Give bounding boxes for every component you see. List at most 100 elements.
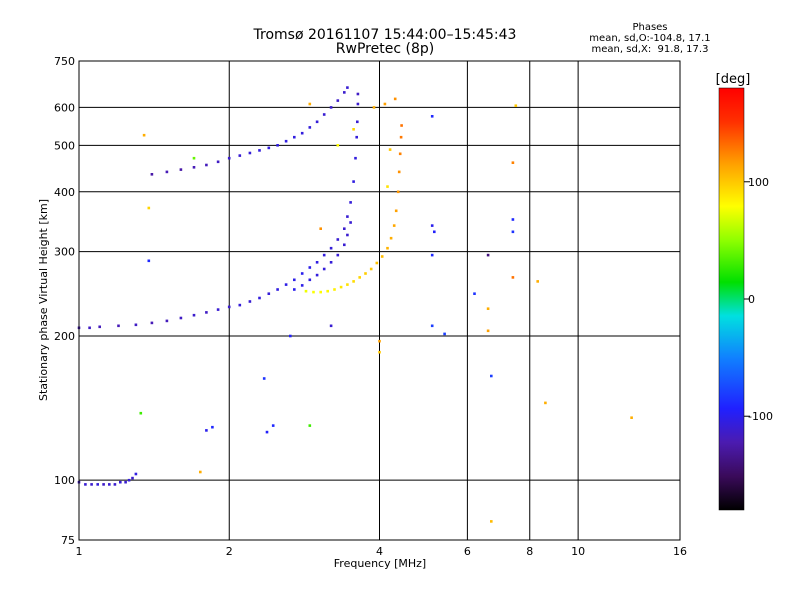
data-point [248,300,252,303]
x-tick-label: 16 [673,545,687,558]
chart-subtitle: RwPretec (8p) [335,41,435,57]
data-points [77,86,633,523]
y-tick-label: 750 [54,55,75,68]
data-point [319,227,322,230]
data-point [238,154,242,157]
x-tick-label: 1 [76,545,83,558]
data-point [356,92,360,96]
data-point [354,156,357,160]
data-point [336,253,340,257]
data-point [364,272,367,275]
data-point [293,135,296,139]
data-point [113,483,117,486]
data-point [536,280,539,283]
data-point [346,283,349,286]
data-point [511,276,515,279]
data-point [343,227,346,230]
data-point [315,261,319,264]
y-tick-label: 500 [54,139,75,152]
data-point [147,259,151,263]
data-point [329,324,333,328]
data-point [192,313,196,317]
data-point [394,209,398,213]
data-point [386,246,389,250]
series-group [139,97,633,523]
data-point [397,170,401,174]
data-point [119,480,122,484]
colorbar [718,87,745,511]
data-point [396,190,400,194]
data-point [308,126,312,129]
data-point [398,152,402,156]
data-point [490,374,493,378]
data-point [300,131,304,135]
data-point [315,120,319,124]
data-point [358,276,361,279]
series-group [293,221,352,291]
data-point [308,266,312,269]
data-point [216,160,220,164]
data-point [124,480,127,484]
data-point [339,285,343,289]
data-point [227,156,231,160]
data-point [84,483,87,486]
data-point [276,144,279,147]
data-point [289,334,292,338]
data-point [147,206,151,210]
data-point [393,97,397,101]
data-point [211,425,214,429]
series-group [150,86,349,176]
colorbar-label: [deg] [716,72,751,87]
colorbar-ticks: 100 0 -100 [744,176,773,423]
data-point [346,233,349,237]
data-point [346,215,349,218]
data-point [329,246,333,250]
data-point [205,163,208,167]
data-point [378,339,381,343]
data-point [430,115,434,118]
data-point [308,424,312,427]
data-point [343,91,346,94]
data-point [352,280,355,283]
y-tick-label: 400 [54,186,75,199]
data-point [383,102,387,106]
data-point [304,289,308,293]
colorbar-tick-label: 100 [748,176,769,189]
series-group [77,92,360,330]
data-point [322,267,326,271]
data-point [630,416,633,419]
data-point [430,253,434,257]
x-tick-label: 4 [376,545,383,558]
data-point [378,350,381,354]
x-tick-label: 6 [464,545,471,558]
data-point [165,170,169,174]
data-point [336,144,340,147]
data-point [343,243,346,247]
data-point [90,483,93,486]
data-point [127,478,131,482]
data-point [352,128,355,131]
data-point [356,120,359,124]
data-point [544,401,547,405]
data-point [192,156,196,160]
data-point [315,273,319,277]
data-point [326,289,329,293]
colorbar-tick-label: -100 [748,410,773,423]
colorbar-tick-label: 0 [748,293,755,306]
data-point [98,325,101,329]
data-point [165,319,169,323]
data-point [192,166,196,169]
data-point [293,288,296,291]
data-point [322,253,326,257]
data-point [333,288,336,291]
data-point [349,201,352,204]
data-point [392,224,396,227]
data-point [293,278,296,282]
series-group [304,124,403,294]
y-tick-label: 300 [54,246,75,259]
data-point [433,230,436,234]
x-tick-label: 8 [526,545,533,558]
data-point [276,288,279,291]
data-point [329,106,333,109]
chart-title: Tromsø 20161107 15:44:00–15:45:43 [253,27,517,43]
